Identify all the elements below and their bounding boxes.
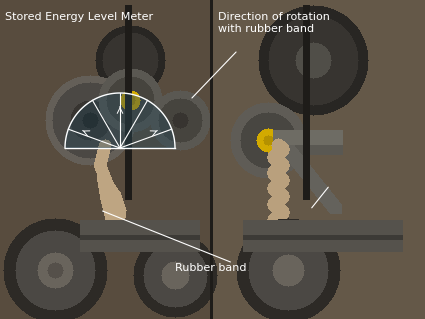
Text: Stored Energy Level Meter: Stored Energy Level Meter bbox=[5, 12, 153, 22]
Text: Direction of rotation
with rubber band: Direction of rotation with rubber band bbox=[218, 12, 330, 33]
Polygon shape bbox=[65, 93, 175, 148]
Text: Rubber band: Rubber band bbox=[175, 263, 246, 273]
